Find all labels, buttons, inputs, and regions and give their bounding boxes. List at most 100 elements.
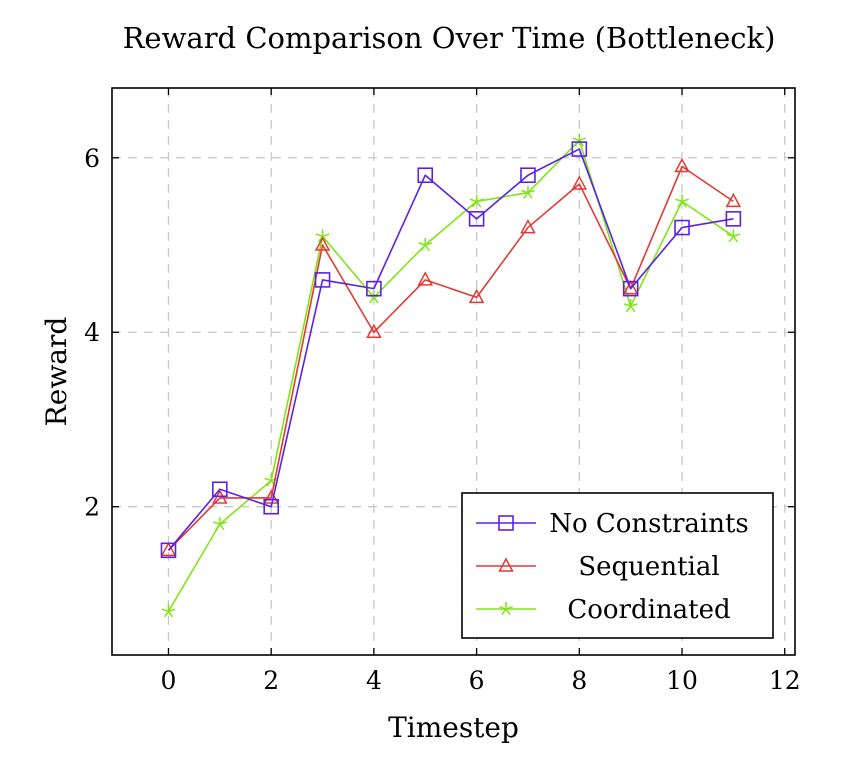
series-line xyxy=(167,148,734,551)
star-ray xyxy=(630,303,638,307)
legend-entry: No Constraints xyxy=(476,509,749,539)
star-ray xyxy=(471,200,478,208)
x-tick-label: 4 xyxy=(366,666,382,695)
legend-label: Coordinated xyxy=(567,595,730,625)
y-tick-label: 6 xyxy=(84,144,100,173)
data-point xyxy=(468,288,485,304)
data-point xyxy=(521,185,535,199)
star-ray xyxy=(163,610,170,618)
star-ray xyxy=(322,233,330,238)
star-ray xyxy=(677,200,683,208)
data-point xyxy=(468,211,485,227)
data-point xyxy=(520,167,536,184)
series-no-constraints xyxy=(160,141,742,559)
data-point xyxy=(160,542,177,559)
data-point xyxy=(571,175,588,190)
star-ray xyxy=(681,200,687,208)
star-ray xyxy=(733,233,741,238)
data-point xyxy=(469,194,484,208)
star-ray xyxy=(315,233,323,238)
star-ray xyxy=(264,477,272,482)
data-point xyxy=(622,280,639,297)
data-point xyxy=(314,236,331,251)
star-ray xyxy=(266,480,272,487)
star-ray xyxy=(317,235,324,243)
star-ray xyxy=(732,235,739,243)
x-tick-label: 12 xyxy=(769,666,801,695)
plot-frame xyxy=(111,87,796,656)
star-ray xyxy=(476,200,482,208)
star-ray xyxy=(369,296,375,304)
star-ray xyxy=(418,242,426,246)
data-point xyxy=(725,192,742,208)
star-ray xyxy=(527,189,535,194)
legend: No Constraints Sequential Coordinated xyxy=(461,492,774,639)
legend-entry: Coordinated xyxy=(476,595,731,625)
star-ray xyxy=(373,296,379,304)
star-ray xyxy=(168,608,176,613)
legend-label: No Constraints xyxy=(549,509,749,539)
data-point xyxy=(263,498,279,515)
star-ray xyxy=(219,521,227,525)
star-ray xyxy=(630,305,636,313)
data-point xyxy=(726,229,741,243)
legend-entry: Sequential xyxy=(476,552,720,582)
star-ray xyxy=(219,523,225,531)
star-ray xyxy=(726,233,734,238)
data-point xyxy=(366,280,382,297)
star-ray xyxy=(212,521,221,525)
data-point xyxy=(315,229,330,243)
y-tick-label: 2 xyxy=(84,493,100,522)
y-tick-label: 4 xyxy=(84,318,100,347)
star-ray xyxy=(579,137,587,142)
series-line xyxy=(167,139,734,612)
x-tick-label: 6 xyxy=(469,666,485,695)
y-axis-label: Reward xyxy=(40,317,73,427)
data-point xyxy=(212,517,227,531)
series-line xyxy=(167,165,734,551)
series-layer xyxy=(160,133,742,618)
star-ray xyxy=(215,523,221,531)
data-point xyxy=(417,271,434,286)
x-tick-label: 8 xyxy=(571,666,587,695)
star-ray xyxy=(505,608,511,616)
star-ray xyxy=(527,192,533,199)
star-ray xyxy=(623,303,631,307)
star-ray xyxy=(675,198,683,203)
legend-marker xyxy=(498,515,514,531)
star-ray xyxy=(476,198,484,203)
legend-marker xyxy=(499,602,513,616)
x-tick-label: 2 xyxy=(263,666,279,695)
data-point xyxy=(674,219,690,236)
data-point xyxy=(675,194,689,208)
x-tick-label: 0 xyxy=(161,666,177,695)
star-ray xyxy=(625,305,632,313)
axis-ticks: 0 2 4 6 8 10 12 2 4 6 xyxy=(84,88,801,695)
data-point xyxy=(417,167,434,184)
star-ray xyxy=(523,192,529,199)
data-point xyxy=(571,141,588,157)
data-point xyxy=(623,299,638,313)
star-ray xyxy=(572,137,580,142)
data-point xyxy=(725,211,742,227)
star-ray xyxy=(420,244,426,252)
star-ray xyxy=(424,244,430,252)
series-coordinated xyxy=(161,133,741,618)
star-ray xyxy=(728,235,734,243)
star-ray xyxy=(499,606,507,610)
star-ray xyxy=(505,606,513,610)
star-ray xyxy=(521,189,529,194)
star-ray xyxy=(167,610,174,618)
star-ray xyxy=(425,242,433,246)
data-point xyxy=(263,489,279,504)
star-ray xyxy=(161,608,169,613)
legend-label: Sequential xyxy=(578,552,719,582)
chart-title: Reward Comparison Over Time (Bottleneck) xyxy=(123,21,776,55)
data-point xyxy=(674,157,690,173)
data-point xyxy=(314,272,331,288)
series-sequential xyxy=(160,157,742,557)
legend-marker xyxy=(498,557,514,572)
data-point xyxy=(520,218,536,234)
data-point xyxy=(366,323,382,338)
